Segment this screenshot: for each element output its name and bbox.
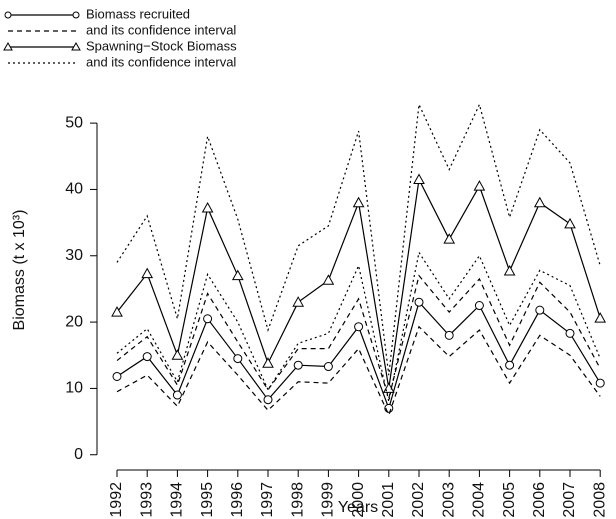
- x-tick-label: 2004: [471, 482, 488, 518]
- point: [262, 357, 274, 368]
- point: [111, 306, 123, 317]
- x-tick-label: 1993: [138, 482, 155, 518]
- x-tick-label: 2008: [591, 482, 608, 518]
- point: [112, 371, 122, 381]
- x-tick-label: 2005: [501, 482, 518, 518]
- legend-label: and its confidence interval: [86, 22, 236, 37]
- legend-marker: [3, 41, 13, 51]
- point: [141, 267, 154, 279]
- y-tick-label: 0: [74, 446, 83, 463]
- legend-marker: [71, 41, 81, 51]
- point: [233, 354, 243, 364]
- point: [444, 330, 454, 340]
- x-tick-label: 1992: [108, 482, 125, 518]
- y-tick-label: 20: [65, 313, 83, 330]
- x-tick-label: 2001: [380, 482, 397, 518]
- x-tick-label: 1999: [320, 482, 337, 518]
- point: [352, 196, 365, 208]
- legend-label: and its confidence interval: [86, 54, 236, 69]
- x-tick-label: 1998: [289, 482, 306, 518]
- x-tick-label: 2007: [561, 482, 578, 518]
- point: [473, 180, 486, 191]
- point: [293, 360, 303, 370]
- point: [292, 296, 305, 307]
- point: [413, 173, 425, 184]
- x-tick-label: 1994: [169, 482, 186, 518]
- point: [594, 312, 607, 323]
- point: [142, 352, 152, 362]
- point: [322, 274, 335, 285]
- y-tick-label: 40: [65, 181, 83, 198]
- x-tick-label: 2002: [410, 482, 427, 518]
- point: [503, 264, 516, 276]
- y-tick-label: 50: [65, 114, 83, 131]
- x-tick-label: 2006: [531, 482, 548, 518]
- point: [354, 322, 364, 332]
- line: [116, 177, 601, 389]
- x-tick-label: 2000: [350, 482, 367, 518]
- legend-marker: [72, 11, 80, 19]
- legend-label: Biomass recruited: [86, 6, 190, 21]
- line: [116, 102, 601, 376]
- point: [595, 378, 605, 388]
- x-tick-label: 1997: [259, 482, 276, 518]
- x-tick-label: 1996: [229, 482, 246, 518]
- point: [414, 297, 424, 307]
- legend-label: Spawning−Stock Biomass: [86, 38, 237, 53]
- y-axis-label: Biomass (t x 10³): [11, 210, 28, 331]
- point: [443, 233, 456, 244]
- point: [231, 269, 244, 281]
- point: [171, 349, 184, 360]
- point: [263, 395, 273, 405]
- legend-marker: [4, 11, 12, 19]
- point: [474, 301, 484, 311]
- point: [201, 201, 214, 213]
- point: [564, 217, 576, 229]
- point: [323, 362, 333, 372]
- line: [116, 274, 601, 401]
- point: [565, 328, 575, 338]
- point: [203, 314, 213, 324]
- x-axis-label: Years: [338, 499, 378, 516]
- y-tick-label: 30: [65, 247, 83, 264]
- x-tick-label: 2003: [440, 482, 457, 518]
- x-tick-label: 1995: [199, 482, 216, 518]
- point: [505, 360, 515, 370]
- point: [533, 196, 546, 208]
- point: [535, 305, 545, 315]
- line: [116, 325, 601, 417]
- point: [172, 390, 182, 400]
- line: [116, 300, 601, 411]
- y-tick-label: 10: [65, 380, 83, 397]
